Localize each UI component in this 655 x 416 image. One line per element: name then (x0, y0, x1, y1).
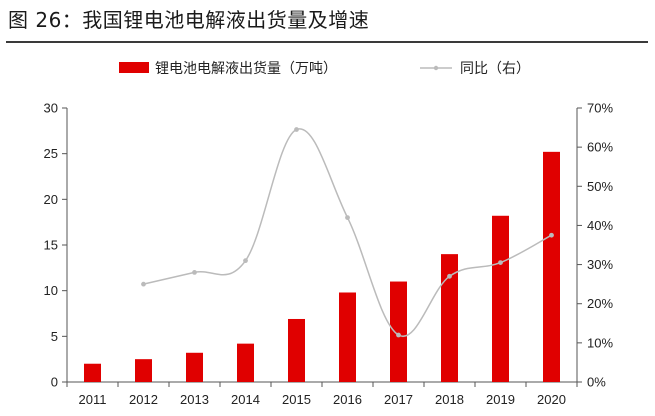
growth-point (294, 127, 299, 132)
growth-point (549, 232, 554, 238)
bar (135, 359, 152, 382)
growth-line (143, 128, 552, 338)
growth-point (345, 215, 350, 221)
growth-point (447, 273, 452, 279)
x-tick-label: 2013 (180, 392, 209, 407)
bar (237, 343, 254, 382)
x-tick-label: 2011 (79, 392, 107, 407)
right-tick-label: 30% (587, 257, 613, 272)
right-tick-label: 40% (587, 218, 613, 233)
right-tick-label: 0% (587, 375, 606, 390)
x-tick-label: 2017 (384, 392, 413, 407)
x-tick-label: 2018 (435, 392, 464, 407)
left-tick-label: 30 (44, 101, 58, 116)
left-tick-label: 5 (51, 329, 58, 344)
bar (186, 352, 203, 382)
figure-title: 图 26：我国锂电池电解液出货量及增速 (8, 8, 370, 32)
x-tick-label: 2016 (333, 392, 362, 407)
growth-point (498, 260, 503, 266)
left-tick-label: 10 (44, 283, 58, 298)
x-tick-label: 2015 (282, 392, 311, 407)
bar (84, 363, 101, 382)
x-tick-label: 2012 (129, 392, 158, 407)
title-underline (6, 41, 648, 43)
left-tick-label: 25 (44, 146, 58, 161)
growth-point (243, 258, 248, 264)
left-tick-label: 15 (44, 238, 58, 253)
right-tick-label: 60% (587, 140, 613, 155)
left-tick-label: 0 (51, 375, 58, 390)
bar (543, 151, 560, 382)
x-tick-label: 2020 (537, 392, 566, 407)
legend-bar-label: 锂电池电解液出货量（万吨） (155, 60, 337, 77)
bar (390, 281, 407, 382)
legend-bar-swatch (119, 62, 149, 73)
right-tick-label: 10% (587, 335, 613, 350)
x-tick-label: 2014 (231, 392, 260, 407)
legend-line-marker (433, 65, 439, 71)
x-tick-label: 2019 (486, 392, 515, 407)
legend: 锂电池电解液出货量（万吨） 同比（右） (119, 60, 530, 77)
bar (441, 254, 458, 382)
right-tick-label: 20% (587, 296, 613, 311)
growth-point (396, 332, 401, 338)
legend-line-label: 同比（右） (460, 61, 530, 77)
right-tick-label: 50% (587, 179, 613, 194)
right-tick-label: 70% (587, 101, 613, 116)
growth-point (141, 281, 146, 287)
bar (492, 215, 509, 382)
bar (288, 318, 305, 382)
growth-point (192, 270, 197, 275)
left-tick-label: 20 (44, 192, 58, 207)
bar (339, 292, 356, 382)
